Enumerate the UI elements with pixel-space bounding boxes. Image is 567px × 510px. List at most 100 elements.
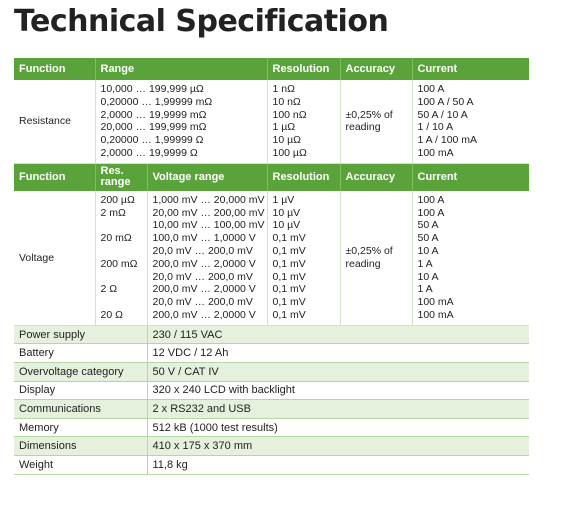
resistance-function-cell: Resistance <box>14 80 96 164</box>
header-range: Range <box>95 58 268 80</box>
current-value: 100 mA <box>417 296 454 309</box>
range-value: 0,20000 … 1,99999 mΩ <box>100 95 213 108</box>
voltage-range-value: 20,0 mV … 200,0 mV <box>152 244 253 257</box>
current-value: 50 A <box>417 219 439 232</box>
spec-row-overvoltage: Overvoltage category 50 V / CAT IV <box>14 362 529 382</box>
range-value: 2,0000 … 19,9999 Ω <box>100 146 198 159</box>
spec-value: 320 x 240 LCD with backlight <box>147 381 529 401</box>
spec-row-display: Display 320 x 240 LCD with backlight <box>14 381 529 401</box>
voltage-range-value: 200,0 mV … 2,0000 V <box>152 283 256 296</box>
current-value: 50 A / 10 A <box>417 108 468 121</box>
range-value: 2,0000 … 19,9999 mΩ <box>100 108 207 121</box>
resistance-row: Resistance 10,000 … 199,999 µΩ 0,20000 …… <box>14 80 529 164</box>
header-accuracy: Accuracy <box>340 163 413 191</box>
resolution-value: 0,1 mV <box>272 296 306 309</box>
resolution-value: 0,1 mV <box>272 257 306 270</box>
spec-tables: Function Range Resolution Accuracy Curre… <box>14 58 529 475</box>
voltage-function-cell: Voltage <box>14 190 96 326</box>
voltage-range-value: 1,000 mV … 20,000 mV <box>152 193 265 206</box>
voltage-accuracy: ±0,25% of reading <box>340 190 413 326</box>
voltage-range-value: 200,0 mV … 2,0000 V <box>152 257 256 270</box>
voltage-resolutions: 1 µV 10 µV 10 µV 0,1 mV 0,1 mV 0,1 mV 0,… <box>267 190 341 326</box>
spec-row-communications: Communications 2 x RS232 and USB <box>14 399 529 419</box>
current-value: 1 A <box>417 283 433 296</box>
header-current: Current <box>412 163 529 191</box>
resistance-currents: 100 A 100 A / 50 A 50 A / 10 A 1 / 10 A … <box>412 80 529 164</box>
spec-value: 230 / 115 VAC <box>147 325 529 345</box>
spec-label: Power supply <box>14 325 148 345</box>
resolution-value: 10 µV <box>272 206 301 219</box>
resistance-resolutions: 1 nΩ 10 nΩ 100 nΩ 1 µΩ 10 µΩ 100 µΩ <box>267 80 341 164</box>
res-range-value: 2 Ω <box>100 283 118 296</box>
spec-label: Weight <box>14 455 148 475</box>
current-value: 100 mA <box>417 146 454 159</box>
resolution-value: 0,1 mV <box>272 270 306 283</box>
resistance-header-row: Function Range Resolution Accuracy Curre… <box>14 58 529 80</box>
spec-row-dimensions: Dimensions 410 x 175 x 370 mm <box>14 436 529 456</box>
spec-label: Overvoltage category <box>14 362 148 382</box>
accuracy-line: ±0,25% of <box>345 244 393 257</box>
accuracy-line: ±0,25% of <box>345 108 393 121</box>
voltage-ranges: 1,000 mV … 20,000 mV 20,00 mV … 200,00 m… <box>147 190 268 326</box>
header-voltage-range: Voltage range <box>147 163 268 191</box>
current-value: 100 A <box>417 83 445 95</box>
header-current: Current <box>412 58 529 80</box>
current-value: 1 A / 100 mA <box>417 134 478 147</box>
res-range-value <box>101 219 142 232</box>
spec-label: Communications <box>14 399 148 419</box>
spec-row-memory: Memory 512 kB (1000 test results) <box>14 418 529 438</box>
current-value: 100 A <box>417 193 445 206</box>
current-value: 100 A / 50 A <box>417 95 474 108</box>
resolution-value: 10 nΩ <box>272 95 301 108</box>
range-value: 0,20000 … 1,99999 Ω <box>100 134 204 147</box>
res-range-value: 20 mΩ <box>100 232 132 245</box>
current-value: 50 A <box>417 232 439 245</box>
voltage-range-value: 20,0 mV … 200,0 mV <box>152 296 253 309</box>
current-value: 1 A <box>417 257 433 270</box>
voltage-range-value: 100,0 mV … 1,0000 V <box>152 232 256 245</box>
spec-row-weight: Weight 11,8 kg <box>14 455 529 475</box>
resolution-value: 0,1 mV <box>272 283 306 296</box>
spec-value: 11,8 kg <box>147 455 529 475</box>
range-value: 20,000 … 199,999 mΩ <box>100 121 207 134</box>
spec-table: Function Range Resolution Accuracy Curre… <box>14 58 529 475</box>
voltage-header-row: Function Res. range Voltage range Resolu… <box>14 163 529 191</box>
resolution-value: 0,1 mV <box>272 244 306 257</box>
header-function: Function <box>14 58 96 80</box>
accuracy-line: reading <box>345 257 381 270</box>
res-range-value <box>101 245 142 258</box>
spec-label: Battery <box>14 343 148 363</box>
spec-value: 12 VDC / 12 Ah <box>147 343 529 363</box>
resolution-value: 1 µΩ <box>272 121 296 134</box>
voltage-range-value: 10,00 mV … 100,00 mV <box>152 219 265 232</box>
header-res-range: Res. range <box>95 163 148 191</box>
spec-value: 2 x RS232 and USB <box>147 399 529 419</box>
spec-label: Dimensions <box>14 436 148 456</box>
voltage-range-value: 20,0 mV … 200,0 mV <box>152 270 253 283</box>
resolution-value: 1 nΩ <box>272 83 295 95</box>
range-value: 10,000 … 199,999 µΩ <box>100 83 204 95</box>
resolution-value: 10 µΩ <box>272 134 302 147</box>
spec-value: 512 kB (1000 test results) <box>147 418 529 438</box>
header-function: Function <box>14 163 96 191</box>
resolution-value: 1 µV <box>272 193 295 206</box>
current-value: 10 A <box>417 244 439 257</box>
page-title: Technical Specification <box>14 4 389 39</box>
accuracy-line: reading <box>345 121 381 134</box>
resistance-ranges: 10,000 … 199,999 µΩ 0,20000 … 1,99999 mΩ… <box>95 80 268 164</box>
header-resolution: Resolution <box>267 163 341 191</box>
header-accuracy: Accuracy <box>340 58 413 80</box>
resolution-value: 0,1 mV <box>272 308 306 321</box>
spec-row-power-supply: Power supply 230 / 115 VAC <box>14 325 529 345</box>
res-range-value: 2 mΩ <box>100 206 126 219</box>
current-value: 100 A <box>417 206 445 219</box>
current-value: 1 / 10 A <box>417 121 454 134</box>
spec-value: 50 V / CAT IV <box>147 362 529 382</box>
voltage-res-ranges: 200 µΩ 2 mΩ 20 mΩ 200 mΩ 2 Ω 20 Ω <box>95 190 148 326</box>
voltage-currents: 100 A 100 A 50 A 50 A 10 A 1 A 10 A 1 A … <box>412 190 529 326</box>
voltage-range-value: 200,0 mV … 2,0000 V <box>152 308 256 321</box>
spec-row-battery: Battery 12 VDC / 12 Ah <box>14 343 529 363</box>
spec-value: 410 x 175 x 370 mm <box>147 436 529 456</box>
current-value: 100 mA <box>417 308 454 321</box>
res-range-value <box>101 296 142 309</box>
